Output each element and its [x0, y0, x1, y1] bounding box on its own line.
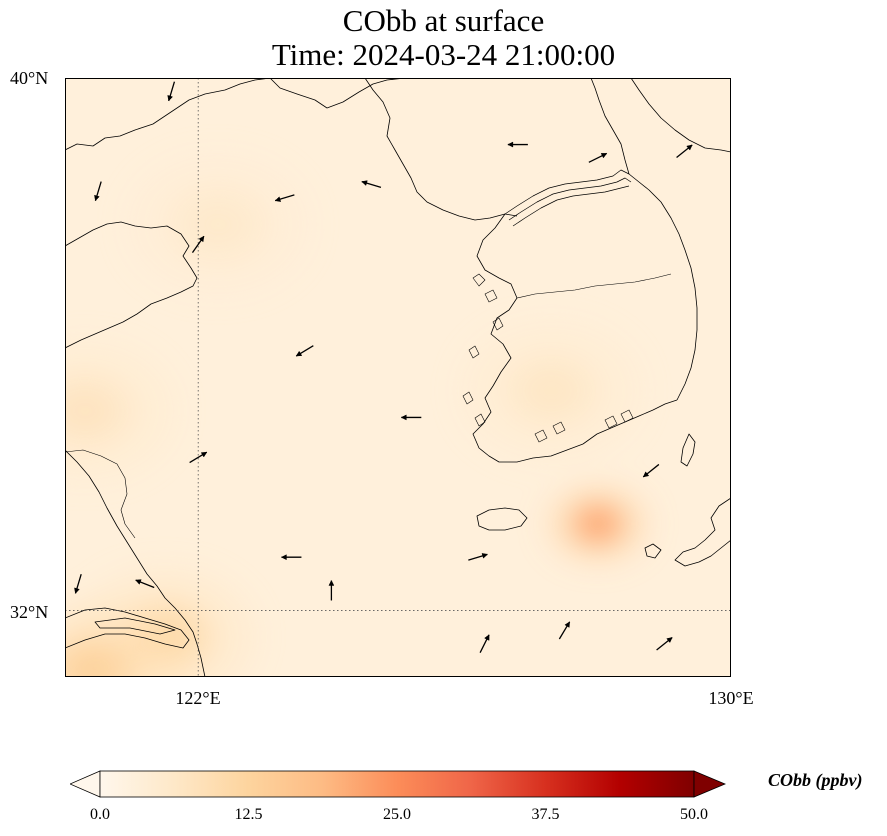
- wind-arrow-12: [642, 463, 660, 478]
- coastline-jeju: [476, 507, 528, 531]
- map-canvas: [65, 78, 731, 677]
- border-dmz: [516, 273, 672, 299]
- wind-arrow-8: [189, 451, 208, 464]
- gridlines: [65, 78, 731, 677]
- field-hotspot-5: [192, 204, 244, 245]
- coastline-jiangsu: [65, 449, 206, 677]
- border-inland-china: [65, 449, 136, 539]
- colorbar-tick-4: 50.0: [680, 806, 708, 823]
- cobb-concentration-field: [65, 78, 731, 677]
- colorbar-label: CObb (ppbv): [768, 770, 863, 790]
- coastline-korea-bay: [364, 78, 518, 221]
- coastline-korea-south: [582, 399, 678, 445]
- wind-arrow-17: [74, 574, 82, 594]
- map-panel: [65, 78, 731, 677]
- field-hotspot-0: [583, 512, 613, 536]
- title-line-variable: CObb at surface: [342, 3, 545, 38]
- wind-arrow-2: [274, 194, 295, 202]
- wind-arrow-15: [558, 621, 571, 640]
- field-hotspot-4: [525, 371, 577, 411]
- coastline-chongming: [94, 617, 176, 635]
- colorbar-tick-1: 12.5: [234, 806, 263, 823]
- coastline-kyushu: [674, 497, 731, 567]
- field-hotspot-2: [66, 650, 118, 677]
- wind-arrow-1: [94, 181, 102, 202]
- colorbar-extend-min: [70, 770, 101, 798]
- islands-korea-northwest: [472, 273, 504, 331]
- wind-arrow-6: [676, 144, 693, 158]
- coastline-dprk-east: [630, 78, 731, 153]
- coastline-korea-east: [628, 173, 698, 401]
- lat-label-40n: 40°N: [10, 68, 49, 88]
- wind-arrow-4: [507, 141, 528, 148]
- lat-label-32n: 32°N: [10, 602, 49, 622]
- colorbar-gradient: [99, 770, 695, 798]
- wind-arrow-18: [479, 634, 490, 653]
- coastline-shandong: [65, 221, 198, 349]
- wind-arrow-19: [191, 235, 205, 253]
- wind-arrow-3: [361, 180, 382, 188]
- map-frame: [65, 78, 731, 677]
- title-line-time: Time: 2024-03-24 21:00:00: [271, 37, 616, 72]
- field-hotspot-3: [65, 391, 111, 431]
- coastlines: [65, 78, 731, 677]
- coastline-goto: [644, 543, 662, 559]
- wind-arrow-11: [468, 553, 489, 561]
- coastline-liaodong-south: [269, 78, 406, 109]
- coastline-korea-northeast: [590, 78, 630, 175]
- lon-label-122e: 122°E: [175, 688, 221, 708]
- lon-label-130e: 130°E: [708, 688, 754, 708]
- wind-arrow-9: [400, 414, 422, 421]
- colorbar-extend-max: [693, 770, 726, 798]
- wind-arrow-14: [328, 579, 335, 601]
- coastline-yangtze: [65, 607, 190, 649]
- colorbar-tick-2: 25.0: [383, 806, 411, 823]
- wind-arrow-0: [167, 81, 176, 102]
- colorbar-tick-0: 0.0: [90, 806, 110, 823]
- coastline-liaodong: [65, 78, 271, 151]
- border-dprk-china: [504, 169, 630, 215]
- colorbar-tick-3: 37.5: [531, 806, 560, 823]
- wind-arrow-10: [280, 554, 302, 561]
- wind-arrow-16: [656, 636, 673, 651]
- wind-arrow-7: [295, 345, 314, 357]
- colorbar: [70, 770, 726, 798]
- islands-korea-west: [462, 345, 634, 443]
- coastline-tsushima: [680, 433, 696, 467]
- wind-arrow-13: [135, 579, 155, 589]
- wind-arrow-5: [588, 152, 608, 163]
- chart-title: CObb at surface Time: 2024-03-24 21:00:0…: [0, 4, 887, 72]
- wind-vectors: [74, 81, 693, 653]
- coastline-korea-west: [472, 213, 584, 463]
